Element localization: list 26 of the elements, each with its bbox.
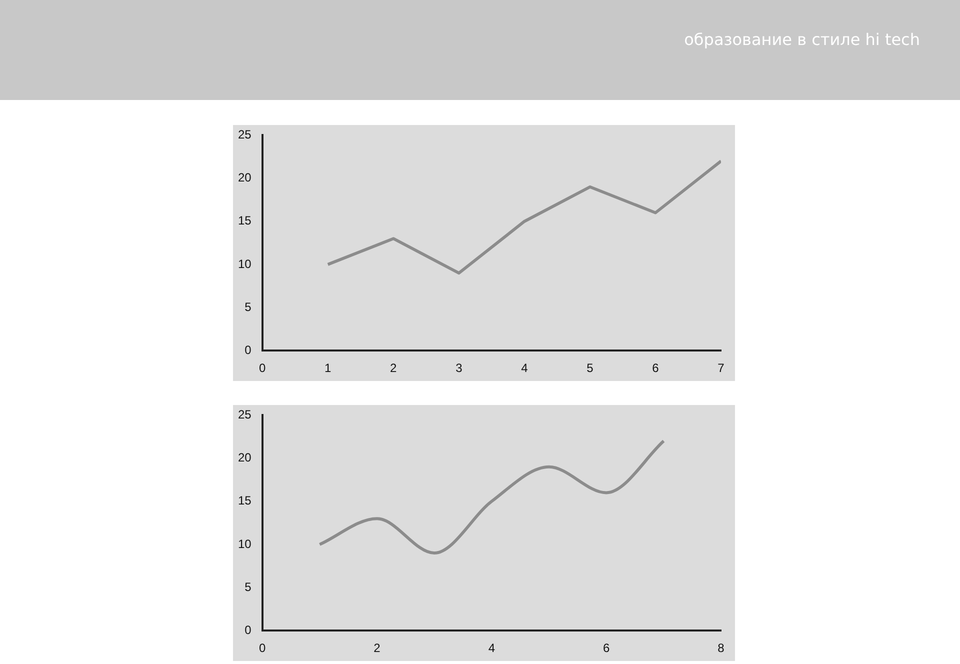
y-tick-label: 25 [238, 128, 252, 142]
x-tick-label: 2 [374, 641, 381, 656]
x-tick-label: 4 [488, 641, 496, 656]
x-tick-label: 0 [259, 361, 266, 376]
x-tick-label: 4 [521, 361, 528, 376]
y-tick-label: 15 [238, 214, 252, 228]
y-tick-label: 0 [244, 342, 252, 357]
x-tick-label: 3 [456, 361, 463, 376]
y-tick-label: 10 [238, 536, 252, 551]
x-tick-label: 6 [602, 641, 610, 656]
x-tick-label: 6 [652, 361, 660, 376]
y-tick-label: 0 [244, 622, 252, 637]
y-tick-label: 20 [238, 450, 252, 465]
y-tick-label: 20 [238, 170, 252, 185]
y-tick-label: 15 [238, 494, 252, 508]
x-tick-label: 2 [390, 361, 398, 376]
y-tick-label: 5 [244, 580, 252, 594]
x-tick-label: 1 [324, 361, 332, 376]
line-series [318, 440, 666, 555]
y-tick-label: 10 [238, 256, 252, 271]
x-tick-label: 0 [259, 641, 266, 656]
x-tick-label: 8 [718, 641, 725, 656]
y-tick-label: 5 [244, 300, 252, 314]
y-tick-label: 25 [238, 408, 252, 422]
x-tick-label: 5 [586, 361, 594, 376]
x-tick-label: 7 [718, 361, 725, 376]
